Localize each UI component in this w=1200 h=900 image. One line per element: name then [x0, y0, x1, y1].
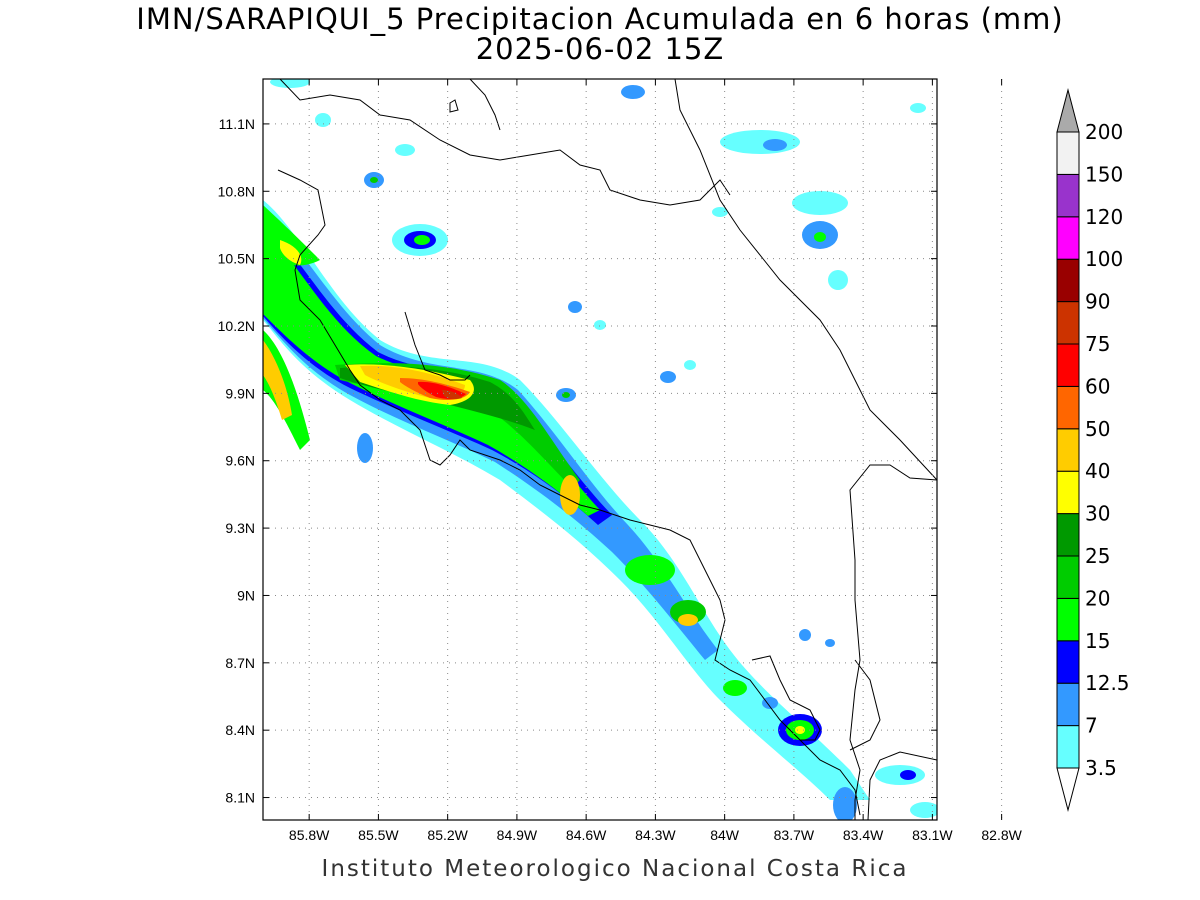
colorbar-swatch	[1056, 597, 1080, 642]
lat-tick-label: 9.6N	[225, 453, 255, 469]
colorbar-label: 3.5	[1085, 756, 1117, 780]
colorbar-label: 75	[1085, 332, 1110, 356]
colorbar-swatch	[1056, 216, 1080, 260]
rain-band-west	[263, 205, 320, 450]
colorbar-label: 150	[1085, 162, 1123, 186]
northern-coast	[469, 79, 501, 131]
chart-title: IMN/SARAPIQUI_5 Precipitacion Acumulada …	[136, 2, 1064, 36]
lat-tick-label: 8.4N	[225, 722, 255, 738]
colorbar-swatch	[1056, 640, 1080, 684]
lon-tick-label: 84.3W	[635, 827, 676, 843]
latitude-axis: 11.1N 10.8N 10.5N 10.2N 9.9N 9.6N 9.3N 9N 8.7N 8.…	[218, 116, 937, 806]
colorbar-swatch	[1056, 343, 1080, 387]
rain-cells-scattered	[270, 79, 926, 647]
colorbar-label: 60	[1085, 374, 1110, 398]
lat-tick-label: 10.2N	[218, 318, 255, 334]
coastline-borders	[277, 79, 937, 820]
colorbar-label: 12.5	[1085, 671, 1130, 695]
colorbar-swatch	[1056, 470, 1080, 515]
northeast-bay	[849, 659, 881, 751]
caribbean-coast	[674, 79, 937, 481]
colorbar-over-triangle	[1056, 88, 1080, 133]
colorbar-swatch	[1056, 428, 1080, 472]
colorbar-label: 100	[1085, 247, 1123, 271]
chart-subtitle: 2025-06-02 15Z	[475, 32, 725, 66]
colorbar-label: 200	[1085, 120, 1123, 144]
colorbar-label: 120	[1085, 205, 1123, 229]
colorbar-label: 30	[1085, 502, 1110, 526]
colorbar-label: 20	[1085, 586, 1110, 610]
colorbar-label: 90	[1085, 290, 1110, 314]
lat-tick-label: 8.1N	[225, 790, 255, 806]
precipitation-field	[263, 79, 937, 820]
lon-tick-label: 83.7W	[774, 827, 815, 843]
panama-border	[849, 464, 937, 820]
nicaragua-lake-shore	[279, 79, 731, 206]
osa-peninsula	[751, 655, 821, 741]
colorbar-swatch	[1056, 555, 1080, 599]
lat-tick-label: 11.1N	[219, 116, 255, 132]
colorbar-swatch	[1056, 258, 1080, 303]
gridlines	[263, 79, 1003, 820]
colorbar-swatch	[1056, 131, 1080, 175]
colorbar-under-triangle	[1056, 767, 1080, 812]
burica-peninsula	[867, 751, 937, 820]
colorbar-label: 25	[1085, 544, 1110, 568]
colorbar-label: 7	[1085, 714, 1098, 738]
lon-tick-label: 83.1W	[912, 827, 953, 843]
lon-tick-label: 82.8W	[981, 827, 1022, 843]
island-outline	[449, 99, 459, 113]
colorbar-legend: 3.5 7 12.5 15 20 25 30 40 50 60 75 90 100 120 150 200	[1056, 88, 1130, 812]
rain-band-south	[560, 475, 937, 820]
lon-tick-label: 83.4W	[843, 827, 884, 843]
lat-tick-label: 9N	[237, 587, 255, 603]
colorbar-label: 15	[1085, 629, 1110, 653]
footer-credit: Instituto Meteorologico Nacional Costa R…	[321, 856, 909, 882]
colorbar-swatch	[1056, 513, 1080, 557]
colorbar-swatch	[1056, 385, 1080, 430]
lon-tick-label: 85.5W	[358, 827, 399, 843]
lat-tick-label: 10.5N	[218, 251, 255, 267]
colorbar-swatch	[1056, 173, 1080, 218]
plot-frame	[262, 78, 938, 821]
lat-tick-label: 9.3N	[225, 520, 255, 536]
colorbar-swatch	[1056, 301, 1080, 345]
nicoya-gulf-shore	[404, 311, 471, 381]
colorbar-swatch	[1056, 725, 1080, 769]
lon-tick-label: 85.2W	[427, 827, 468, 843]
longitude-axis: 85.8W 85.5W 85.2W 84.9W 84.6W 84.3W 84W 83.7W 83…	[289, 79, 1023, 843]
lat-tick-label: 9.9N	[225, 385, 255, 401]
colorbar-label: 40	[1085, 459, 1110, 483]
lon-tick-label: 84.6W	[566, 827, 607, 843]
colorbar-label: 50	[1085, 417, 1110, 441]
pacific-coast-nicoya	[277, 169, 861, 816]
colorbar-swatch	[1056, 682, 1080, 727]
lat-tick-label: 8.7N	[225, 655, 255, 671]
lat-tick-label: 10.8N	[218, 183, 255, 199]
lon-tick-label: 85.8W	[289, 827, 330, 843]
lon-tick-label: 84W	[710, 827, 740, 843]
lon-tick-label: 84.9W	[497, 827, 538, 843]
